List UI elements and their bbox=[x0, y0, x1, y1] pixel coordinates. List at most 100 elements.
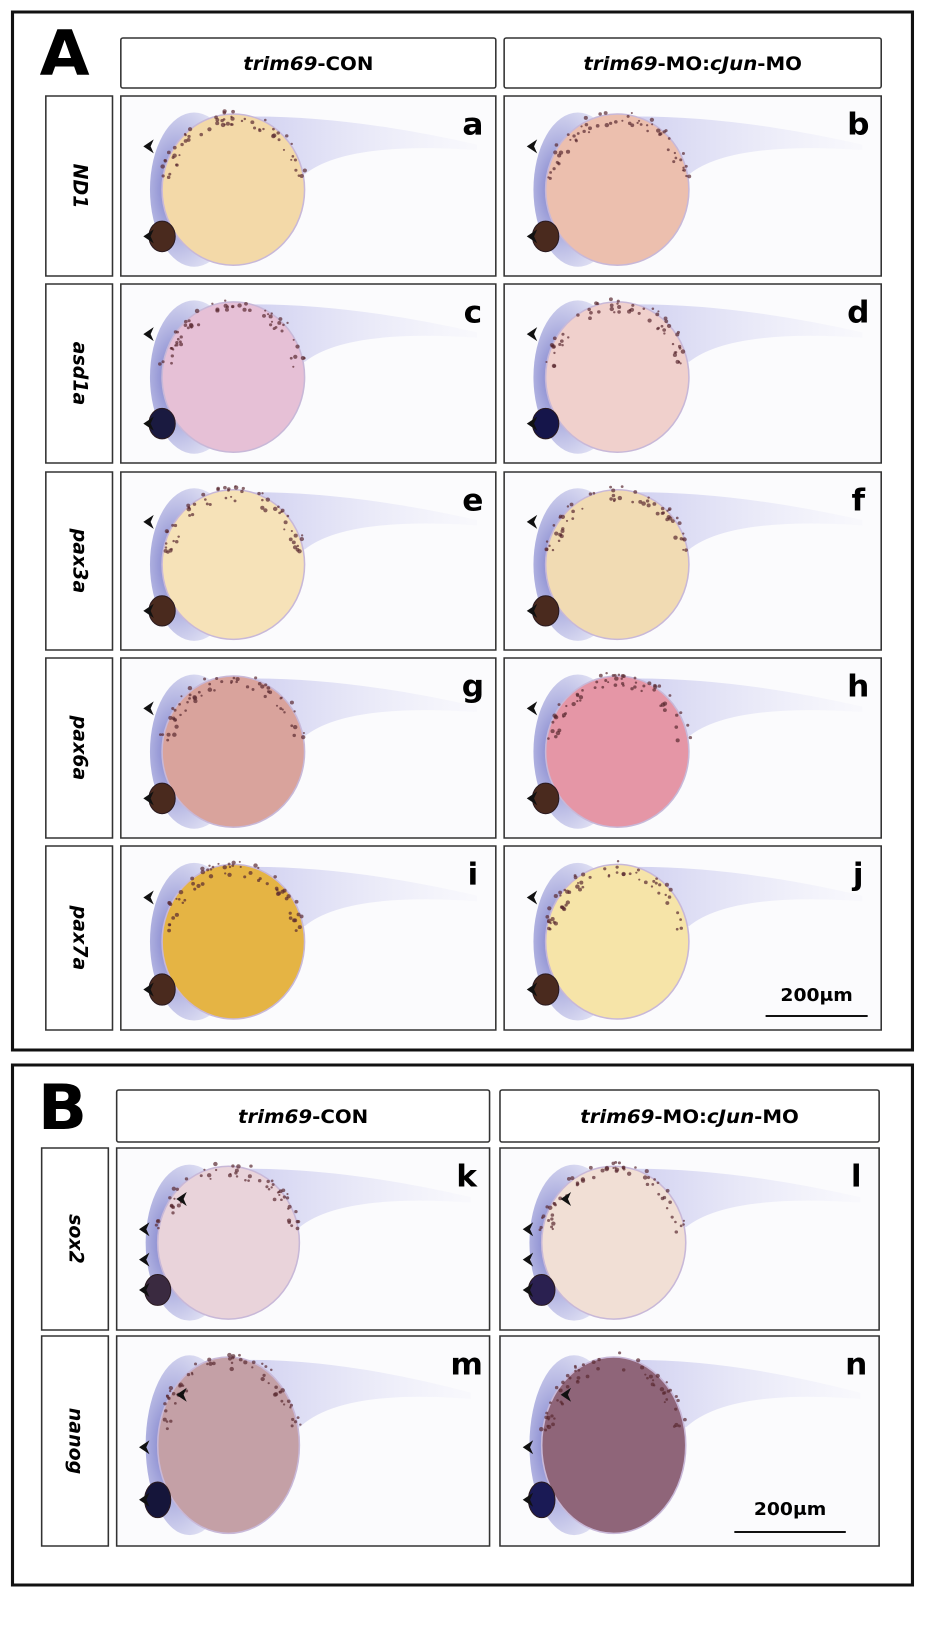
embryo-yolk bbox=[544, 863, 690, 1020]
pigment-dot bbox=[560, 514, 566, 519]
pigment-dot bbox=[204, 498, 207, 501]
pigment-dot bbox=[642, 684, 646, 688]
pigment-dot bbox=[282, 888, 287, 893]
pigment-dot bbox=[675, 927, 679, 931]
pigment-dot bbox=[641, 501, 646, 506]
pigment-dot bbox=[183, 323, 188, 327]
pigment-dot bbox=[257, 681, 262, 686]
pigment-dot bbox=[570, 1176, 575, 1181]
pigment-dot bbox=[289, 356, 293, 360]
arrowhead bbox=[143, 416, 154, 431]
pigment-dot bbox=[661, 511, 666, 515]
row-label: sox2 bbox=[64, 1214, 87, 1264]
header-part: -CON bbox=[317, 52, 373, 75]
pigment-dot bbox=[296, 912, 301, 917]
pigment-dot bbox=[270, 1179, 274, 1183]
pigment-dot bbox=[183, 132, 187, 136]
pigment-dot bbox=[621, 1165, 626, 1170]
pigment-dot bbox=[170, 347, 173, 350]
pigment-dot bbox=[200, 882, 205, 886]
pigment-dot bbox=[578, 695, 584, 700]
pigment-dot bbox=[644, 1373, 647, 1376]
pigment-dot bbox=[183, 319, 188, 324]
pigment-dot bbox=[616, 299, 620, 303]
pigment-dot bbox=[191, 881, 195, 886]
pigment-dot bbox=[615, 865, 619, 869]
pigment-dot bbox=[222, 109, 227, 114]
header-part: cJun bbox=[707, 1105, 754, 1128]
pigment-dot bbox=[229, 122, 233, 126]
pigment-dot bbox=[190, 513, 195, 517]
pigment-dot bbox=[278, 1189, 283, 1194]
pigment-dot bbox=[207, 687, 213, 692]
pigment-dot bbox=[212, 1361, 216, 1366]
image-cell: h bbox=[503, 657, 882, 839]
pigment-dot bbox=[684, 164, 688, 168]
image-letter: c bbox=[464, 296, 483, 330]
header-part: trim69 bbox=[243, 52, 317, 75]
pigment-dot bbox=[235, 680, 238, 684]
pigment-dot bbox=[555, 730, 561, 736]
pigment-dot bbox=[290, 158, 293, 161]
pigment-dot bbox=[248, 871, 253, 875]
pigment-dot bbox=[231, 864, 235, 867]
pigment-dot bbox=[588, 875, 592, 879]
pigment-dot bbox=[566, 133, 570, 137]
pigment-dot bbox=[636, 868, 640, 872]
pigment-dot bbox=[559, 339, 564, 343]
pigment-dot bbox=[291, 155, 295, 158]
row-label-box bbox=[45, 657, 114, 839]
embryo-eye bbox=[148, 595, 176, 627]
pigment-dot bbox=[621, 119, 624, 122]
pigment-dot bbox=[271, 1183, 275, 1186]
pigment-dot bbox=[211, 302, 214, 305]
embryo-eye bbox=[531, 782, 560, 815]
pigment-dot bbox=[621, 871, 626, 877]
pigment-dot bbox=[637, 119, 641, 122]
pigment-dot bbox=[166, 150, 171, 155]
pigment-dot bbox=[544, 1415, 549, 1420]
pigment-dot bbox=[299, 173, 304, 178]
pigment-dot bbox=[186, 503, 191, 508]
pigment-dot bbox=[551, 1227, 554, 1231]
pigment-dot bbox=[231, 860, 236, 865]
pigment-dot bbox=[666, 323, 672, 329]
pigment-dot bbox=[675, 738, 680, 743]
pigment-dot bbox=[665, 1207, 669, 1210]
pigment-dot bbox=[553, 351, 556, 355]
pigment-dot bbox=[554, 531, 559, 536]
pigment-dot bbox=[659, 132, 663, 136]
pigment-dot bbox=[656, 1181, 660, 1185]
pigment-dot bbox=[205, 502, 209, 506]
pigment-dot bbox=[166, 732, 171, 737]
pigment-dot bbox=[214, 1168, 218, 1172]
pigment-dot bbox=[295, 1226, 300, 1231]
arrowhead bbox=[526, 890, 538, 905]
pigment-dot bbox=[286, 321, 289, 325]
pigment-dot bbox=[238, 1353, 241, 1357]
pigment-dot bbox=[243, 1360, 248, 1365]
arrowhead bbox=[526, 327, 538, 342]
pigment-dot bbox=[605, 671, 608, 675]
pigment-dot bbox=[617, 310, 621, 314]
pigment-dot bbox=[208, 864, 211, 867]
pigment-dot bbox=[583, 115, 588, 120]
pigment-dot bbox=[187, 685, 193, 691]
row-label: pax3a bbox=[68, 528, 91, 594]
image-letter: j bbox=[851, 858, 864, 892]
pigment-dot bbox=[546, 920, 551, 924]
pigment-dot bbox=[229, 495, 233, 498]
pigment-dot bbox=[293, 533, 298, 538]
pigment-dot bbox=[554, 734, 558, 739]
pigment-dot bbox=[581, 689, 584, 692]
pigment-dot bbox=[609, 306, 615, 312]
arrowhead bbox=[176, 1191, 187, 1206]
pigment-dot bbox=[272, 506, 278, 512]
pigment-dot bbox=[565, 1373, 570, 1378]
pigment-dot bbox=[186, 137, 191, 142]
pigment-dot bbox=[630, 687, 634, 691]
pigment-dot bbox=[643, 880, 648, 885]
pigment-dot bbox=[268, 314, 273, 319]
pigment-dot bbox=[199, 1174, 203, 1178]
